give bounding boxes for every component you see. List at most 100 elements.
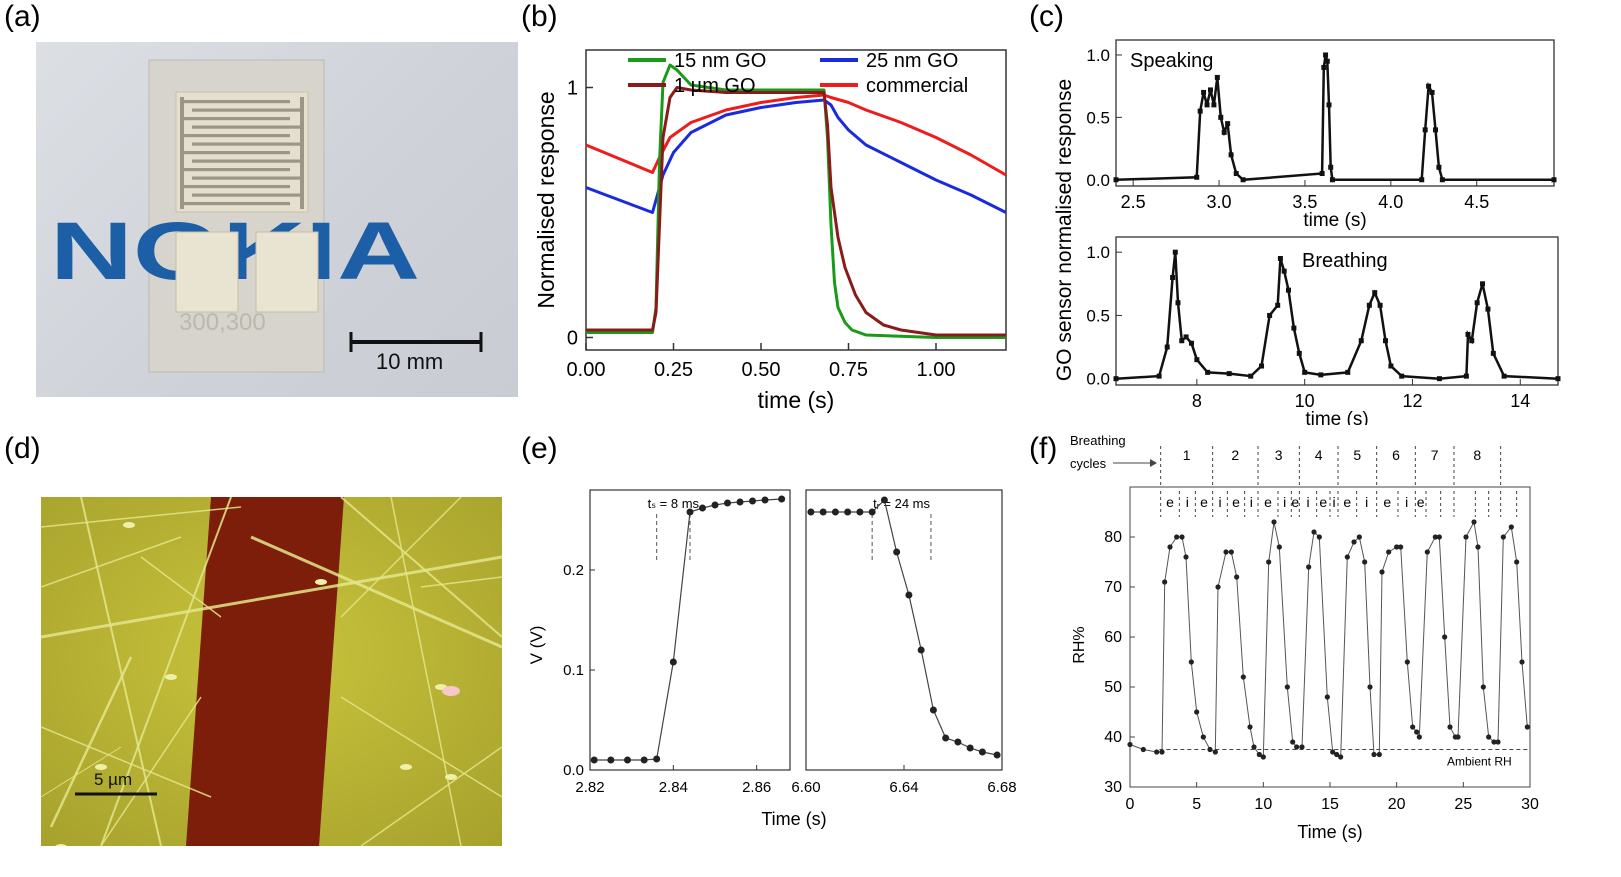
chart-f-data-point: [1432, 534, 1438, 540]
chart-b-legend-label: 25 nm GO: [866, 50, 958, 72]
chart-f-data-point: [1500, 534, 1506, 540]
device-code-label: 300,300: [179, 309, 266, 336]
c-top-data-point: [1326, 102, 1332, 108]
c-bottom-data-point: [1281, 268, 1287, 274]
chart-f-data-point: [1228, 549, 1234, 555]
chart-f-data-point: [1386, 549, 1392, 555]
afm-trench-stripe: [186, 497, 344, 846]
c-bottom-data-point: [1277, 256, 1283, 262]
chart-f-data-point: [1266, 559, 1272, 565]
afm-particle: [123, 522, 135, 528]
c-top-data-point: [1197, 108, 1203, 114]
electrode-finger: [182, 202, 290, 206]
chart-f-data-point: [1247, 724, 1253, 730]
electrode-fingers: [180, 97, 304, 209]
chart-f-data-point: [1455, 734, 1461, 740]
scale-bar-label: 10 mm: [376, 349, 443, 374]
chart-f-cycle-label: 3: [1275, 447, 1283, 463]
chart-e-x-axis-label: Time (s): [761, 809, 826, 829]
contact-pad-left: [175, 231, 239, 313]
afm-particle: [55, 844, 67, 846]
electrode-finger: [192, 125, 300, 129]
chart-f-data-point: [1344, 554, 1350, 560]
electrode-finger: [182, 134, 290, 138]
e-right-data-point: [929, 706, 937, 714]
chart-c-breathing-panel: 8 10 12 14 0.0 0.5 1.0 Breathing time (s): [1086, 236, 1561, 425]
chart-f-y-tick-label: 80: [1104, 529, 1122, 546]
afm-particle: [400, 764, 412, 770]
chart-f-header-arrowhead: [1150, 459, 1157, 467]
chart-f-data-point: [1475, 544, 1481, 550]
chart-f-x-tick-label: 5: [1192, 796, 1201, 813]
chart-f-plot: 0 5 10 15 20 25 30304050607080Breathingcycles1…: [1070, 433, 1539, 813]
e-left-data-point: [761, 496, 769, 504]
afm-fiber: [80, 497, 162, 846]
c-bottom-data-point: [1188, 340, 1194, 346]
chart-c-speaking-panel: 2.5 3.0 3.5 4.0 4.5 0.0 0.5 1.0 Speaking time (s): [1086, 39, 1557, 231]
chart-f-data-point: [1410, 724, 1416, 730]
afm-scale-bar-label: 5 µm: [94, 770, 132, 789]
c-bottom-data-point: [1436, 376, 1442, 382]
chart-f-phase-label: e: [1166, 494, 1174, 510]
c-bottom-data-point: [1267, 312, 1273, 318]
c-top-data-point: [1113, 177, 1119, 183]
c-top-data-point: [1551, 177, 1557, 183]
chart-f-header-label-line2: cycles: [1070, 456, 1107, 471]
electrode-finger: [182, 100, 290, 104]
e-right-data-point: [917, 646, 925, 654]
chart-f-data-point: [1491, 739, 1497, 745]
c-top-data-point: [1321, 64, 1327, 70]
chart-f-data-point: [1188, 659, 1194, 665]
chart-b-x-axis-label: time (s): [758, 387, 835, 413]
c-bottom-data-point: [1172, 249, 1178, 255]
electrode-finger: [192, 159, 300, 163]
chart-f-x-tick-label: 10: [1254, 796, 1272, 813]
chart-f-data-point: [1524, 724, 1530, 730]
c-bottom-x-axis-label: time (s): [1305, 409, 1368, 425]
chart-f-phase-label: i: [1283, 494, 1286, 510]
e-left-data-point: [778, 495, 786, 503]
chart-f-cycle-label: 8: [1473, 447, 1481, 463]
c-bottom-y-tick-label: 0.5: [1086, 306, 1110, 325]
chart-f-data-point: [1514, 559, 1520, 565]
afm-fiber: [340, 497, 462, 618]
chart-f-y-tick-label: 50: [1104, 679, 1122, 696]
chart-f-data-point: [1324, 694, 1330, 700]
chart-f-data-point: [1414, 729, 1420, 735]
c-bottom-data-point: [1474, 300, 1480, 306]
c-bottom-data-point: [1377, 302, 1383, 308]
e-right-data-point: [905, 591, 913, 599]
afm-image-art: 5 µm: [41, 497, 502, 846]
c-top-data-point: [1432, 127, 1438, 133]
c-bottom-x-tick-label: 12: [1402, 391, 1422, 411]
c-top-x-tick-label: 4.0: [1378, 192, 1403, 212]
chart-f-x-tick-label: 30: [1521, 796, 1539, 813]
chart-b-series: [585, 63, 1007, 339]
chart-f-data-point: [1519, 659, 1525, 665]
chart-f-data-point: [1316, 534, 1322, 540]
chart-f-data-point: [1338, 754, 1344, 760]
c-top-frame: [1115, 39, 1555, 187]
c-bottom-data-point: [1465, 331, 1471, 337]
chart-f-data-point: [1379, 569, 1385, 575]
e-left-data-point: [669, 658, 677, 666]
chart-f-data-point: [1240, 674, 1246, 680]
chart-f-data-point: [1371, 751, 1377, 758]
e-right-data-point: [893, 548, 901, 556]
chart-f-phase-label: e: [1417, 494, 1425, 510]
c-bottom-data-point: [1226, 371, 1232, 377]
chart-f-data-point: [1416, 734, 1422, 740]
afm-fiber: [340, 696, 502, 798]
chart-f-data-point: [1215, 584, 1221, 590]
electrode-finger: [192, 108, 300, 112]
chart-f-cycle-label: 1: [1183, 447, 1191, 463]
chart-b-x-tick-label: 1.00: [917, 359, 956, 381]
c-bottom-data-point: [1318, 372, 1324, 378]
chart-f-x-axis-label: Time (s): [1297, 822, 1362, 842]
c-top-data-point: [1324, 58, 1330, 64]
panel-label-f: (f): [1029, 432, 1058, 465]
c-bottom-data-point: [1490, 350, 1496, 356]
chart-f-header-label-line1: Breathing: [1070, 433, 1126, 448]
e-left-x-tick-label: 2.82: [575, 779, 604, 796]
chart-f-data-point: [1251, 744, 1257, 750]
